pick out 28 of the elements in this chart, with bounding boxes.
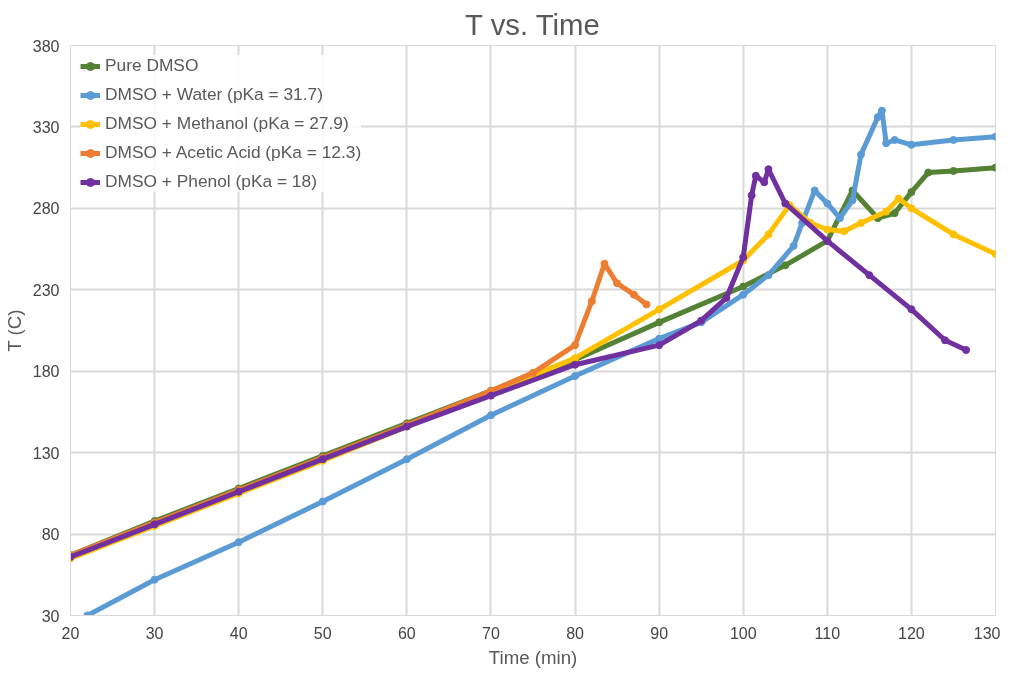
legend-label: DMSO + Water (pKa = 31.7) xyxy=(105,84,323,105)
x-tick-label: 120 xyxy=(898,624,925,642)
x-tick-label: 90 xyxy=(650,624,669,642)
y-tick-label: 280 xyxy=(32,200,60,218)
x-tick-label: 110 xyxy=(814,624,841,642)
x-tick-label: 60 xyxy=(397,624,416,642)
y-axis-title: T (C) xyxy=(3,309,25,352)
y-tick-label: 130 xyxy=(32,444,60,462)
legend-label: DMSO + Phenol (pKa = 18) xyxy=(105,171,317,192)
x-tick-label: 40 xyxy=(229,624,248,642)
legend-label: DMSO + Acetic Acid (pKa = 12.3) xyxy=(105,142,362,163)
x-tick-label: 100 xyxy=(729,624,757,642)
legend-label: Pure DMSO xyxy=(105,55,199,76)
y-tick-label: 180 xyxy=(32,363,60,381)
y-tick-label: 380 xyxy=(32,37,60,55)
x-tick-label: 70 xyxy=(482,624,500,642)
x-tick-label: 30 xyxy=(145,624,164,642)
chart-title: T vs. Time xyxy=(465,7,600,41)
x-tick-label: 20 xyxy=(61,624,80,642)
y-tick-label: 80 xyxy=(41,526,60,544)
x-axis-title: Time (min) xyxy=(488,646,578,668)
legend-label: DMSO + Methanol (pKa = 27.9) xyxy=(105,113,349,134)
x-tick-label: 50 xyxy=(313,624,332,642)
x-tick-label: 130 xyxy=(973,624,1001,642)
y-tick-label: 330 xyxy=(32,118,60,136)
y-tick-label: 30 xyxy=(41,607,60,625)
x-tick-label: 80 xyxy=(566,624,585,642)
y-tick-label: 230 xyxy=(32,281,60,299)
